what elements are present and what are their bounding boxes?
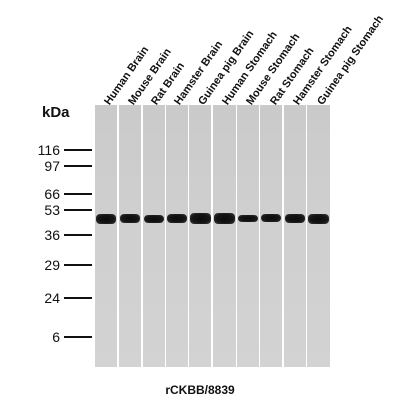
- marker-label-66: 66: [44, 186, 60, 202]
- marker-tick-24: [64, 297, 92, 299]
- lane-3: [143, 105, 165, 367]
- marker-tick-53: [64, 209, 92, 211]
- marker-tick-66: [64, 193, 92, 195]
- marker-tick-36: [64, 234, 92, 236]
- band-lane-3: [144, 215, 164, 223]
- marker-tick-29: [64, 264, 92, 266]
- band-lane-8: [261, 214, 281, 222]
- lane-7: [237, 105, 259, 367]
- marker-label-116: 116: [37, 142, 60, 158]
- band-lane-1: [96, 214, 116, 224]
- antibody-caption: rCKBB/8839: [165, 383, 235, 397]
- marker-label-24: 24: [44, 290, 60, 306]
- band-lane-9: [285, 214, 305, 223]
- lane-6: [213, 105, 236, 367]
- lane-9: [284, 105, 306, 367]
- band-lane-2: [120, 214, 140, 223]
- marker-label-53: 53: [44, 202, 60, 218]
- band-lane-4: [167, 214, 187, 223]
- band-lane-10: [308, 214, 329, 224]
- band-lane-6: [214, 213, 235, 224]
- marker-label-36: 36: [44, 227, 60, 243]
- lane-5: [189, 105, 211, 367]
- marker-label-97: 97: [44, 158, 60, 174]
- marker-tick-116: [64, 149, 92, 151]
- lane-8: [260, 105, 282, 367]
- band-lane-7: [238, 215, 258, 222]
- lane-10: [307, 105, 330, 367]
- band-lane-5: [190, 213, 211, 224]
- lane-4: [166, 105, 188, 367]
- marker-tick-97: [64, 165, 92, 167]
- lane-2: [119, 105, 141, 367]
- marker-label-6: 6: [52, 329, 60, 345]
- kda-axis-label: kDa: [42, 104, 70, 121]
- marker-tick-6: [64, 336, 92, 338]
- lane-1: [95, 105, 117, 367]
- marker-label-29: 29: [44, 257, 60, 273]
